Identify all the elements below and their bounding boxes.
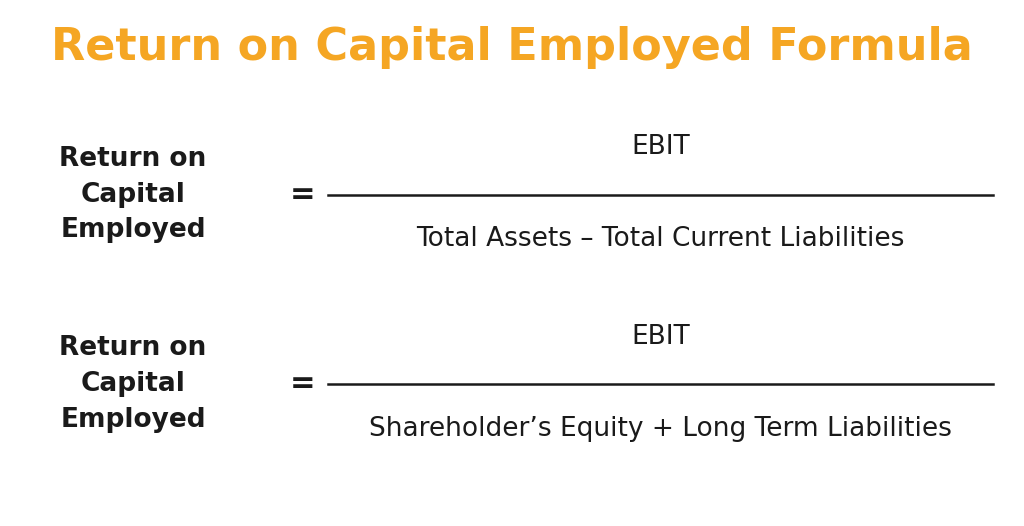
Text: Shareholder’s Equity + Long Term Liabilities: Shareholder’s Equity + Long Term Liabili… — [369, 416, 952, 442]
Text: =: = — [289, 369, 315, 399]
Text: Return on: Return on — [59, 335, 207, 361]
Text: EBIT: EBIT — [631, 323, 690, 350]
Text: Return on: Return on — [59, 146, 207, 172]
Text: Return on Capital Employed Formula: Return on Capital Employed Formula — [51, 26, 973, 69]
Text: Employed: Employed — [60, 217, 206, 244]
Text: Capital: Capital — [81, 181, 185, 208]
Text: Total Assets – Total Current Liabilities: Total Assets – Total Current Liabilities — [417, 226, 904, 252]
Text: EBIT: EBIT — [631, 134, 690, 160]
Text: =: = — [289, 180, 315, 209]
Text: Capital: Capital — [81, 371, 185, 397]
Text: Employed: Employed — [60, 407, 206, 433]
